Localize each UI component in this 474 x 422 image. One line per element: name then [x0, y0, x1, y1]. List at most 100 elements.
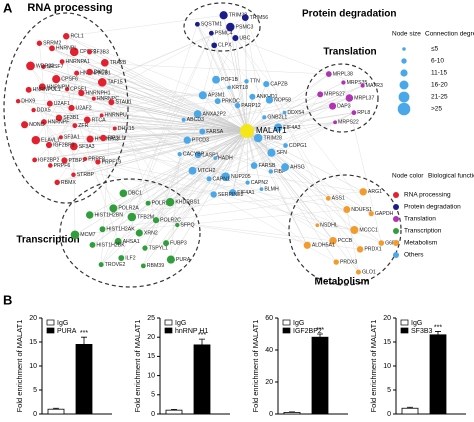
center-label: MALAT1	[256, 126, 287, 135]
significance: ***	[80, 330, 88, 337]
edge	[121, 130, 248, 259]
node-label: PRKDC	[222, 98, 240, 104]
bar	[75, 343, 93, 415]
node-label: CLPX	[218, 43, 232, 49]
size-label: 21-25	[431, 94, 448, 101]
node-label: HNRNPF	[48, 119, 70, 125]
node-label: SF3A3	[79, 144, 95, 150]
size-swatch	[400, 69, 408, 77]
node	[118, 255, 125, 261]
size-swatch	[402, 47, 406, 51]
cluster-boundary	[305, 63, 379, 133]
edge	[156, 220, 361, 250]
node-label: TRIM56	[250, 15, 269, 21]
node-label: UBC	[239, 35, 250, 41]
edge	[246, 130, 272, 172]
node-label: TROVE2	[105, 262, 126, 268]
node	[249, 93, 256, 100]
edge	[192, 130, 248, 171]
y-tick-label: 10	[147, 372, 155, 379]
node-label: DHX9	[21, 99, 35, 105]
edge	[24, 119, 88, 125]
y-tick-label: 5	[33, 387, 37, 394]
legend-label: SF3B3	[411, 328, 433, 335]
node-label: SFN	[277, 150, 288, 156]
edge	[71, 73, 77, 109]
node	[70, 230, 80, 240]
node	[245, 180, 250, 185]
node-label: MCCC1	[359, 227, 378, 233]
legend-swatch	[400, 327, 409, 334]
cluster-title: Metabolism	[314, 277, 369, 288]
node-label: KRT18	[232, 85, 248, 91]
node-label: PSMC3	[236, 24, 254, 30]
node	[61, 157, 68, 164]
edge	[30, 65, 60, 118]
error-bar	[199, 338, 205, 345]
edge	[232, 188, 262, 193]
node	[221, 172, 230, 182]
node-label: HNRNPU	[105, 113, 127, 119]
node-label: NSDHL	[320, 223, 338, 229]
y-tick-label: 15	[29, 339, 37, 346]
y-tick-label: 0	[151, 411, 155, 418]
legend-swatch	[282, 319, 291, 326]
bar	[429, 334, 447, 415]
edge	[34, 112, 354, 161]
node-label: AHSG	[290, 165, 305, 171]
node-label: ABCD3	[187, 117, 204, 123]
node-label: SF3B1	[63, 115, 79, 121]
node	[74, 70, 80, 76]
error-bar	[81, 336, 87, 345]
significance: ***	[434, 324, 442, 331]
node	[281, 163, 290, 172]
edge	[101, 33, 212, 265]
edge	[93, 17, 246, 99]
node-label: HIST1H2AK	[106, 227, 135, 233]
size-label: 6-10	[431, 58, 444, 65]
edge	[39, 43, 50, 146]
y-tick-label: 0	[387, 411, 391, 418]
edge	[197, 24, 217, 80]
cluster-title: Transcription	[16, 235, 79, 246]
edge	[102, 130, 248, 230]
edge	[74, 130, 248, 235]
edge	[89, 130, 248, 216]
node-label: G6PD	[385, 240, 399, 246]
node	[86, 68, 93, 76]
node	[213, 156, 218, 160]
y-tick-label: 0	[269, 411, 273, 418]
node-label: HIST1H2BK	[96, 242, 125, 248]
node-label: DBC1	[128, 191, 142, 197]
legend-label: IgG	[57, 320, 68, 327]
node	[85, 211, 94, 219]
edge	[202, 15, 224, 96]
node-label: HNRNPL	[56, 46, 77, 52]
node	[15, 99, 21, 104]
node	[64, 87, 70, 92]
node	[333, 120, 338, 125]
node-label: STRBP	[77, 172, 95, 178]
node-label: XRN2	[144, 230, 158, 236]
edge	[197, 24, 248, 132]
node	[325, 71, 332, 77]
color-swatch	[393, 204, 399, 210]
node	[89, 242, 96, 248]
edge	[89, 71, 238, 106]
edge	[246, 130, 248, 183]
node-label: PTBP1	[68, 158, 85, 164]
edge	[246, 105, 333, 132]
edge	[76, 73, 104, 139]
node-label: TRIM38	[229, 13, 248, 19]
node-label: SQSTM1	[201, 22, 222, 28]
node-label: CAPZB	[270, 81, 288, 87]
node-label: PRPF6	[54, 163, 71, 169]
node-label: PRDX3	[340, 259, 357, 265]
node	[99, 226, 106, 233]
node	[163, 240, 170, 247]
node	[100, 134, 107, 142]
node-label: CAPN1	[213, 176, 230, 182]
edge	[92, 229, 103, 246]
node-label: RTCA	[92, 117, 107, 123]
node	[101, 59, 109, 67]
